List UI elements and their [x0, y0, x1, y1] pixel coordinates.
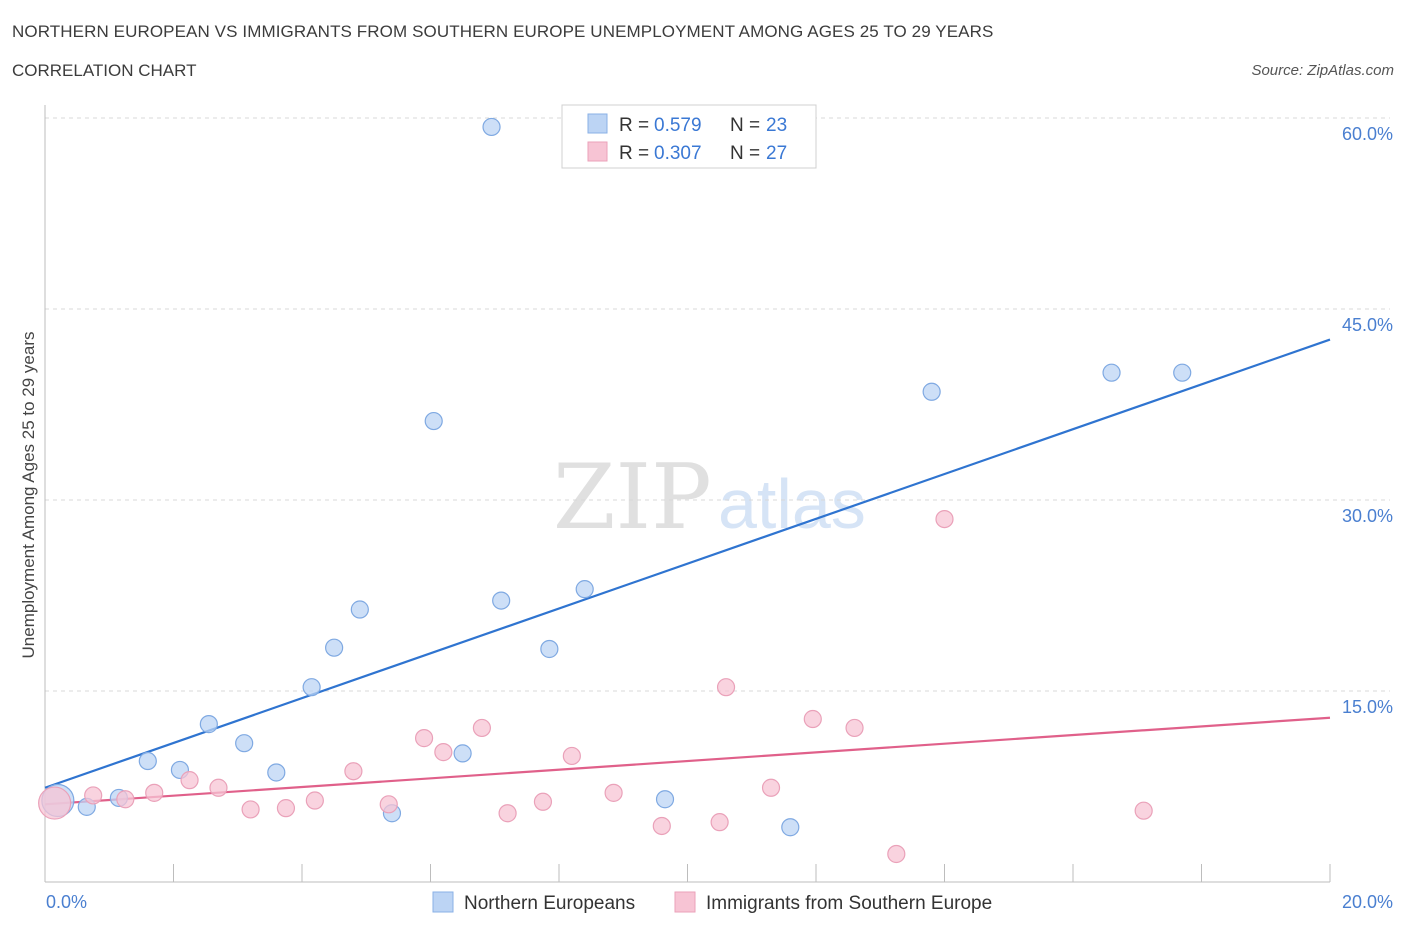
legend-r-value-2: 0.307 — [654, 143, 702, 164]
correlation-legend: R = 0.579 N = 23 R = 0.307 N = 27 — [561, 104, 817, 169]
point-southern-europe-immigrants — [38, 786, 72, 820]
trend-line-northern-europeans — [44, 338, 1331, 789]
point-southern-europe-immigrants — [241, 800, 260, 819]
point-southern-europe-immigrants — [209, 778, 228, 797]
source-note: Source: ZipAtlas.com — [1251, 62, 1394, 79]
y-tick-label: 30.0% — [1342, 506, 1393, 526]
point-northern-europeans — [655, 790, 675, 809]
point-southern-europe-immigrants — [761, 778, 781, 797]
series-legend-label-pink: Immigrants from Southern Europe — [706, 893, 992, 914]
point-southern-europe-immigrants — [305, 791, 324, 810]
point-northern-europeans — [922, 382, 941, 401]
legend-r-label-2: R = — [619, 143, 649, 164]
point-northern-europeans — [325, 638, 344, 657]
point-southern-europe-immigrants — [710, 813, 729, 832]
legend-n-label-2: N = — [730, 143, 760, 164]
legend-r-label-1: R = — [619, 115, 649, 136]
point-northern-europeans — [781, 818, 800, 837]
x-tick-label-min: 0.0% — [46, 892, 87, 912]
watermark-atlas: atlas — [718, 465, 866, 543]
point-southern-europe-immigrants — [276, 799, 296, 818]
legend-n-value-2: 27 — [766, 143, 787, 164]
legend-n-value-1: 23 — [766, 115, 787, 136]
point-northern-europeans — [1102, 363, 1121, 382]
legend-swatch-blue — [587, 113, 608, 134]
series-legend-swatch-pink — [674, 891, 696, 913]
y-tick-label: 15.0% — [1342, 697, 1393, 717]
trend-line-southern-europe-immigrants — [44, 716, 1331, 806]
point-southern-europe-immigrants — [145, 783, 164, 802]
data-points — [38, 117, 1192, 864]
point-southern-europe-immigrants — [803, 709, 822, 729]
point-southern-europe-immigrants — [472, 718, 491, 738]
point-southern-europe-immigrants — [379, 795, 398, 814]
point-southern-europe-immigrants — [716, 678, 736, 697]
legend-n-label-1: N = — [730, 115, 760, 136]
point-southern-europe-immigrants — [498, 804, 517, 823]
x-tick-label-max: 20.0% — [1342, 892, 1393, 912]
point-northern-europeans — [575, 580, 594, 599]
point-northern-europeans — [424, 411, 443, 431]
y-axis-label: Unemployment Among Ages 25 to 29 years — [19, 332, 38, 659]
grid-lines — [45, 117, 1390, 692]
point-southern-europe-immigrants — [434, 743, 453, 762]
point-southern-europe-immigrants — [935, 509, 954, 529]
point-northern-europeans — [482, 117, 501, 137]
y-tick-label: 45.0% — [1342, 315, 1393, 335]
trend-lines — [44, 338, 1331, 806]
point-southern-europe-immigrants — [652, 816, 671, 836]
point-northern-europeans — [1173, 363, 1192, 382]
series-legend-swatch-blue — [432, 891, 454, 913]
y-tick-labels: 15.0% 30.0% 45.0% 60.0% — [1342, 124, 1393, 717]
chart-title: NORTHERN EUROPEAN VS IMMIGRANTS FROM SOU… — [12, 22, 994, 41]
point-southern-europe-immigrants — [116, 790, 135, 809]
point-northern-europeans — [235, 734, 254, 753]
point-northern-europeans — [138, 751, 157, 771]
chart-subtitle: CORRELATION CHART — [12, 61, 197, 80]
point-southern-europe-immigrants — [180, 771, 199, 790]
point-northern-europeans — [492, 591, 511, 610]
y-tick-label: 60.0% — [1342, 124, 1393, 144]
point-northern-europeans — [302, 678, 321, 697]
point-southern-europe-immigrants — [887, 844, 906, 864]
point-southern-europe-immigrants — [604, 783, 623, 802]
legend-swatch-pink — [587, 141, 608, 162]
point-southern-europe-immigrants — [533, 792, 553, 811]
point-southern-europe-immigrants — [344, 762, 363, 781]
point-southern-europe-immigrants — [414, 729, 434, 748]
point-southern-europe-immigrants — [84, 786, 103, 805]
watermark-zip: ZIP — [553, 445, 712, 550]
series-legend: Northern Europeans Immigrants from South… — [432, 891, 992, 914]
point-northern-europeans — [453, 744, 472, 763]
legend-r-value-1: 0.579 — [654, 115, 702, 136]
point-northern-europeans — [199, 715, 218, 734]
point-southern-europe-immigrants — [562, 746, 581, 766]
point-southern-europe-immigrants — [845, 718, 864, 738]
point-northern-europeans — [350, 600, 369, 619]
point-northern-europeans — [540, 639, 559, 659]
series-legend-label-blue: Northern Europeans — [464, 893, 635, 914]
axes — [44, 105, 1331, 883]
point-northern-europeans — [267, 763, 286, 782]
point-southern-europe-immigrants — [1134, 801, 1153, 820]
